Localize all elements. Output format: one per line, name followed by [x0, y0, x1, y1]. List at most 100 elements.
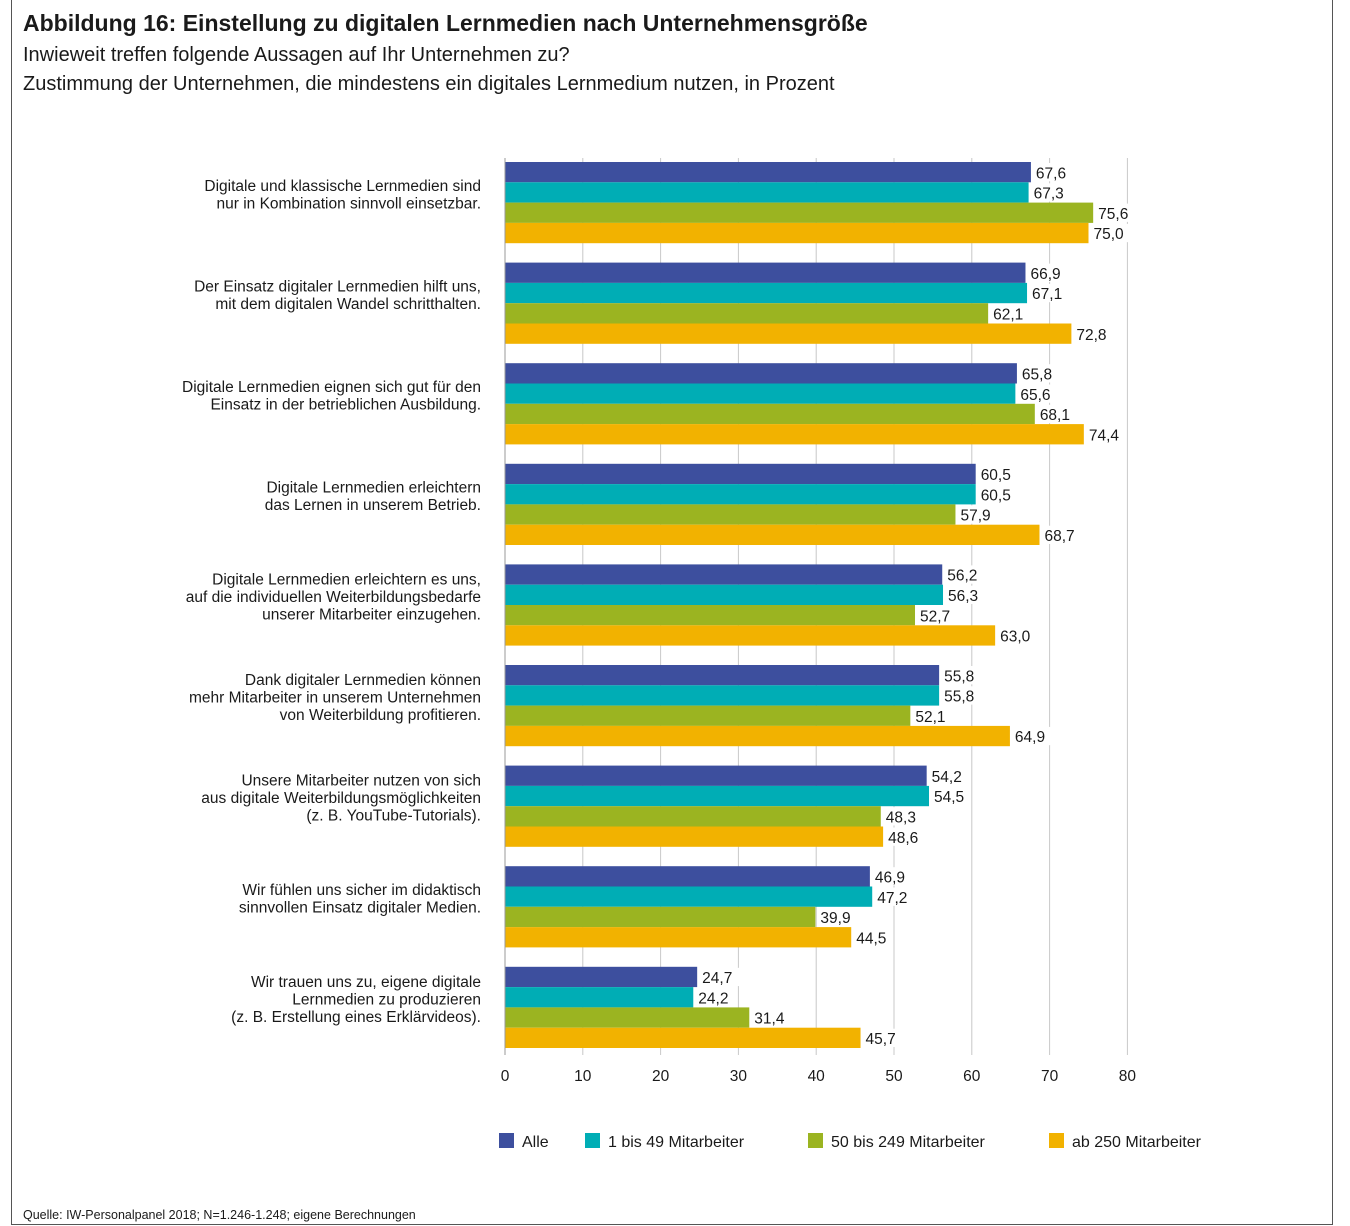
bar [505, 463, 976, 485]
category-label: sinnvollen Einsatz digitaler Medien. [239, 900, 481, 917]
bar [505, 403, 1035, 425]
category-label: Digitale Lernmedien erleichtern [266, 480, 481, 497]
value-label-bg [945, 585, 986, 604]
bar [505, 966, 698, 988]
category-label: Lernmedien zu produzieren [292, 991, 481, 1008]
bar [505, 906, 816, 928]
value-label: 44,5 [856, 930, 886, 947]
category-label: mit dem digitalen Wandel schritthalten. [215, 296, 481, 313]
legend-label: Alle [522, 1134, 549, 1151]
x-tick-label: 10 [574, 1068, 592, 1085]
legend-label: 1 bis 49 Mitarbeiter [608, 1134, 745, 1151]
value-label-bg [977, 464, 1018, 484]
category-label: Digitale Lernmedien eignen sich gut für … [182, 379, 481, 396]
value-label: 74,4 [1089, 427, 1120, 444]
value-label-bg [751, 1008, 792, 1027]
bar [505, 785, 930, 807]
bar [505, 383, 1016, 404]
value-label-bg [695, 988, 736, 1007]
value-label-bg [944, 565, 985, 584]
value-label-bg [931, 786, 972, 806]
value-label: 48,3 [886, 810, 916, 827]
value-label-bg [977, 485, 1018, 504]
value-label: 65,8 [1022, 367, 1052, 384]
value-label: 67,6 [1036, 165, 1066, 182]
bar [505, 866, 870, 887]
value-label: 56,2 [947, 568, 977, 585]
value-label-bg [699, 967, 740, 987]
value-label-bg [912, 706, 953, 725]
bar [505, 605, 916, 626]
bar [505, 665, 940, 686]
category-label: Digitale Lernmedien erleichtern es uns, [212, 572, 481, 589]
figure-subtitle-basis: Zustimmung der Unternehmen, die mindeste… [23, 73, 835, 95]
bar [505, 323, 1072, 344]
category-label: Der Einsatz digitaler Lernmedien hilft u… [194, 278, 481, 295]
value-label: 55,8 [944, 668, 974, 685]
value-label-bg [853, 928, 894, 947]
value-label: 54,2 [932, 769, 962, 786]
value-label: 57,9 [960, 508, 990, 525]
figure-subtitle-question: Inwieweit treffen folgende Aussagen auf … [23, 44, 570, 66]
value-label-bg [1027, 263, 1068, 282]
value-label: 60,5 [981, 467, 1011, 484]
bar [505, 182, 1029, 203]
category-label: unserer Mitarbeiter einzugehen. [262, 607, 481, 624]
category-label: das Lernen in unserem Betrieb. [265, 497, 481, 514]
category-label: mehr Mitarbeiter in unserem Unternehmen [189, 690, 481, 707]
x-tick-label: 40 [808, 1068, 826, 1085]
bar [505, 625, 996, 646]
value-label-bg [1073, 324, 1114, 343]
value-label-bg [885, 827, 926, 846]
bar [505, 1007, 750, 1028]
value-label-bg [1030, 183, 1071, 202]
value-label: 31,4 [754, 1011, 785, 1028]
value-label-bg [1085, 425, 1126, 444]
bar [505, 987, 694, 1008]
figure-title: Abbildung 16: Einstellung zu digitalen L… [23, 10, 868, 36]
value-label-bg [1090, 223, 1131, 243]
value-label: 52,1 [915, 709, 945, 726]
value-label: 65,6 [1020, 387, 1050, 404]
bar [505, 584, 944, 605]
value-label-bg [1017, 384, 1058, 403]
value-label: 72,8 [1076, 327, 1106, 344]
bar [505, 202, 1094, 223]
value-label: 45,7 [866, 1031, 896, 1048]
bar [505, 927, 852, 948]
bar [505, 504, 956, 525]
value-label: 62,1 [993, 307, 1023, 324]
value-label-bg [1041, 525, 1082, 544]
value-label-bg [917, 606, 958, 625]
category-label: (z. B. YouTube-Tutorials). [306, 808, 481, 825]
legend-label: 50 bis 249 Mitarbeiter [831, 1134, 986, 1151]
value-label-bg [1095, 203, 1136, 222]
bar [505, 765, 927, 786]
category-label: Wir fühlen uns sicher im didaktisch [242, 882, 481, 899]
value-label: 46,9 [875, 870, 905, 887]
value-label-bg [928, 766, 969, 785]
bar [505, 162, 1031, 183]
category-label: auf die individuellen Weiterbildungsbeda… [186, 589, 481, 606]
source-note: Quelle: IW-Personalpanel 2018; N=1.246-1… [23, 1208, 416, 1222]
value-label-bg [874, 887, 915, 906]
value-label: 75,0 [1094, 226, 1125, 243]
legend-label: ab 250 Mitarbeiter [1072, 1134, 1202, 1151]
x-tick-label: 20 [652, 1068, 670, 1085]
value-label: 67,3 [1034, 186, 1064, 203]
bar [505, 363, 1017, 384]
bar [505, 886, 873, 907]
value-label-bg [1032, 163, 1073, 182]
value-label-bg [1018, 364, 1059, 383]
value-label-bg [862, 1028, 903, 1047]
value-label: 67,1 [1032, 286, 1062, 303]
value-label: 56,3 [948, 588, 978, 605]
value-label-bg [941, 666, 982, 685]
bar [505, 685, 940, 706]
category-label: Unsere Mitarbeiter nutzen von sich [241, 773, 481, 790]
bar [505, 826, 884, 847]
bar [505, 282, 1028, 304]
value-label-bg [882, 807, 923, 826]
value-label: 52,7 [920, 608, 950, 625]
value-label-bg [1029, 283, 1070, 303]
